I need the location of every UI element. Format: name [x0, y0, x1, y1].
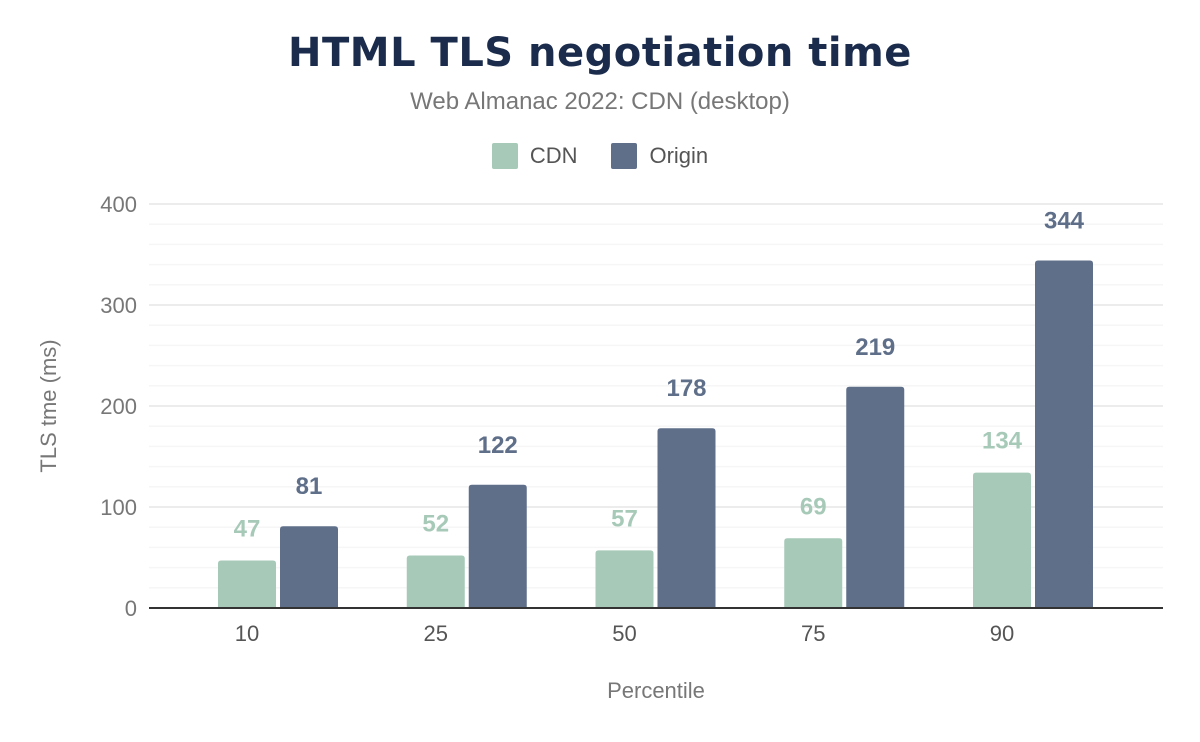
data-label-origin: 178 [666, 375, 706, 402]
legend-swatch-cdn [491, 143, 518, 169]
legend-item-origin[interactable]: Origin [611, 143, 708, 169]
legend-item-cdn[interactable]: CDN [491, 143, 578, 169]
x-axis-label: Percentile [607, 678, 705, 703]
y-axis-label: TLS tme (ms) [36, 339, 61, 472]
x-tick-label: 10 [235, 621, 259, 646]
bar-origin [1035, 260, 1093, 608]
legend-label-cdn: CDN [529, 143, 578, 168]
x-tick-label: 25 [424, 621, 448, 646]
data-label-origin: 81 [296, 473, 323, 500]
chart-subtitle: Web Almanac 2022: CDN (desktop) [410, 88, 790, 115]
chart-title: HTML TLS negotiation time [288, 30, 912, 76]
bar-origin [657, 428, 716, 608]
x-tick-label: 90 [990, 621, 1014, 646]
data-label-origin: 219 [855, 334, 895, 361]
bar-origin [846, 386, 905, 608]
data-label-cdn: 57 [611, 505, 638, 532]
data-label-cdn: 47 [234, 516, 261, 543]
bar-origin [468, 484, 527, 608]
bar-cdn [406, 555, 465, 608]
y-tick-label: 0 [125, 596, 137, 621]
bar-cdn [218, 560, 276, 608]
data-label-origin: 122 [478, 432, 518, 459]
bar-cdn [595, 550, 654, 608]
y-tick-label: 200 [100, 394, 137, 419]
y-tick-label: 400 [100, 192, 137, 217]
bar-cdn [973, 472, 1031, 608]
x-tick-label: 50 [612, 621, 636, 646]
data-label-cdn: 52 [422, 510, 449, 537]
y-tick-label: 300 [100, 293, 137, 318]
legend-label-origin: Origin [649, 143, 709, 168]
bar-cdn [784, 538, 843, 608]
data-label-cdn: 134 [982, 428, 1023, 455]
x-tick-label: 75 [801, 621, 825, 646]
data-label-origin: 344 [1044, 208, 1085, 235]
legend: CDN Origin [0, 143, 1200, 169]
legend-swatch-origin [611, 143, 638, 169]
y-tick-label: 100 [100, 495, 137, 520]
bar-origin [280, 526, 338, 608]
data-label-cdn: 69 [800, 493, 827, 520]
